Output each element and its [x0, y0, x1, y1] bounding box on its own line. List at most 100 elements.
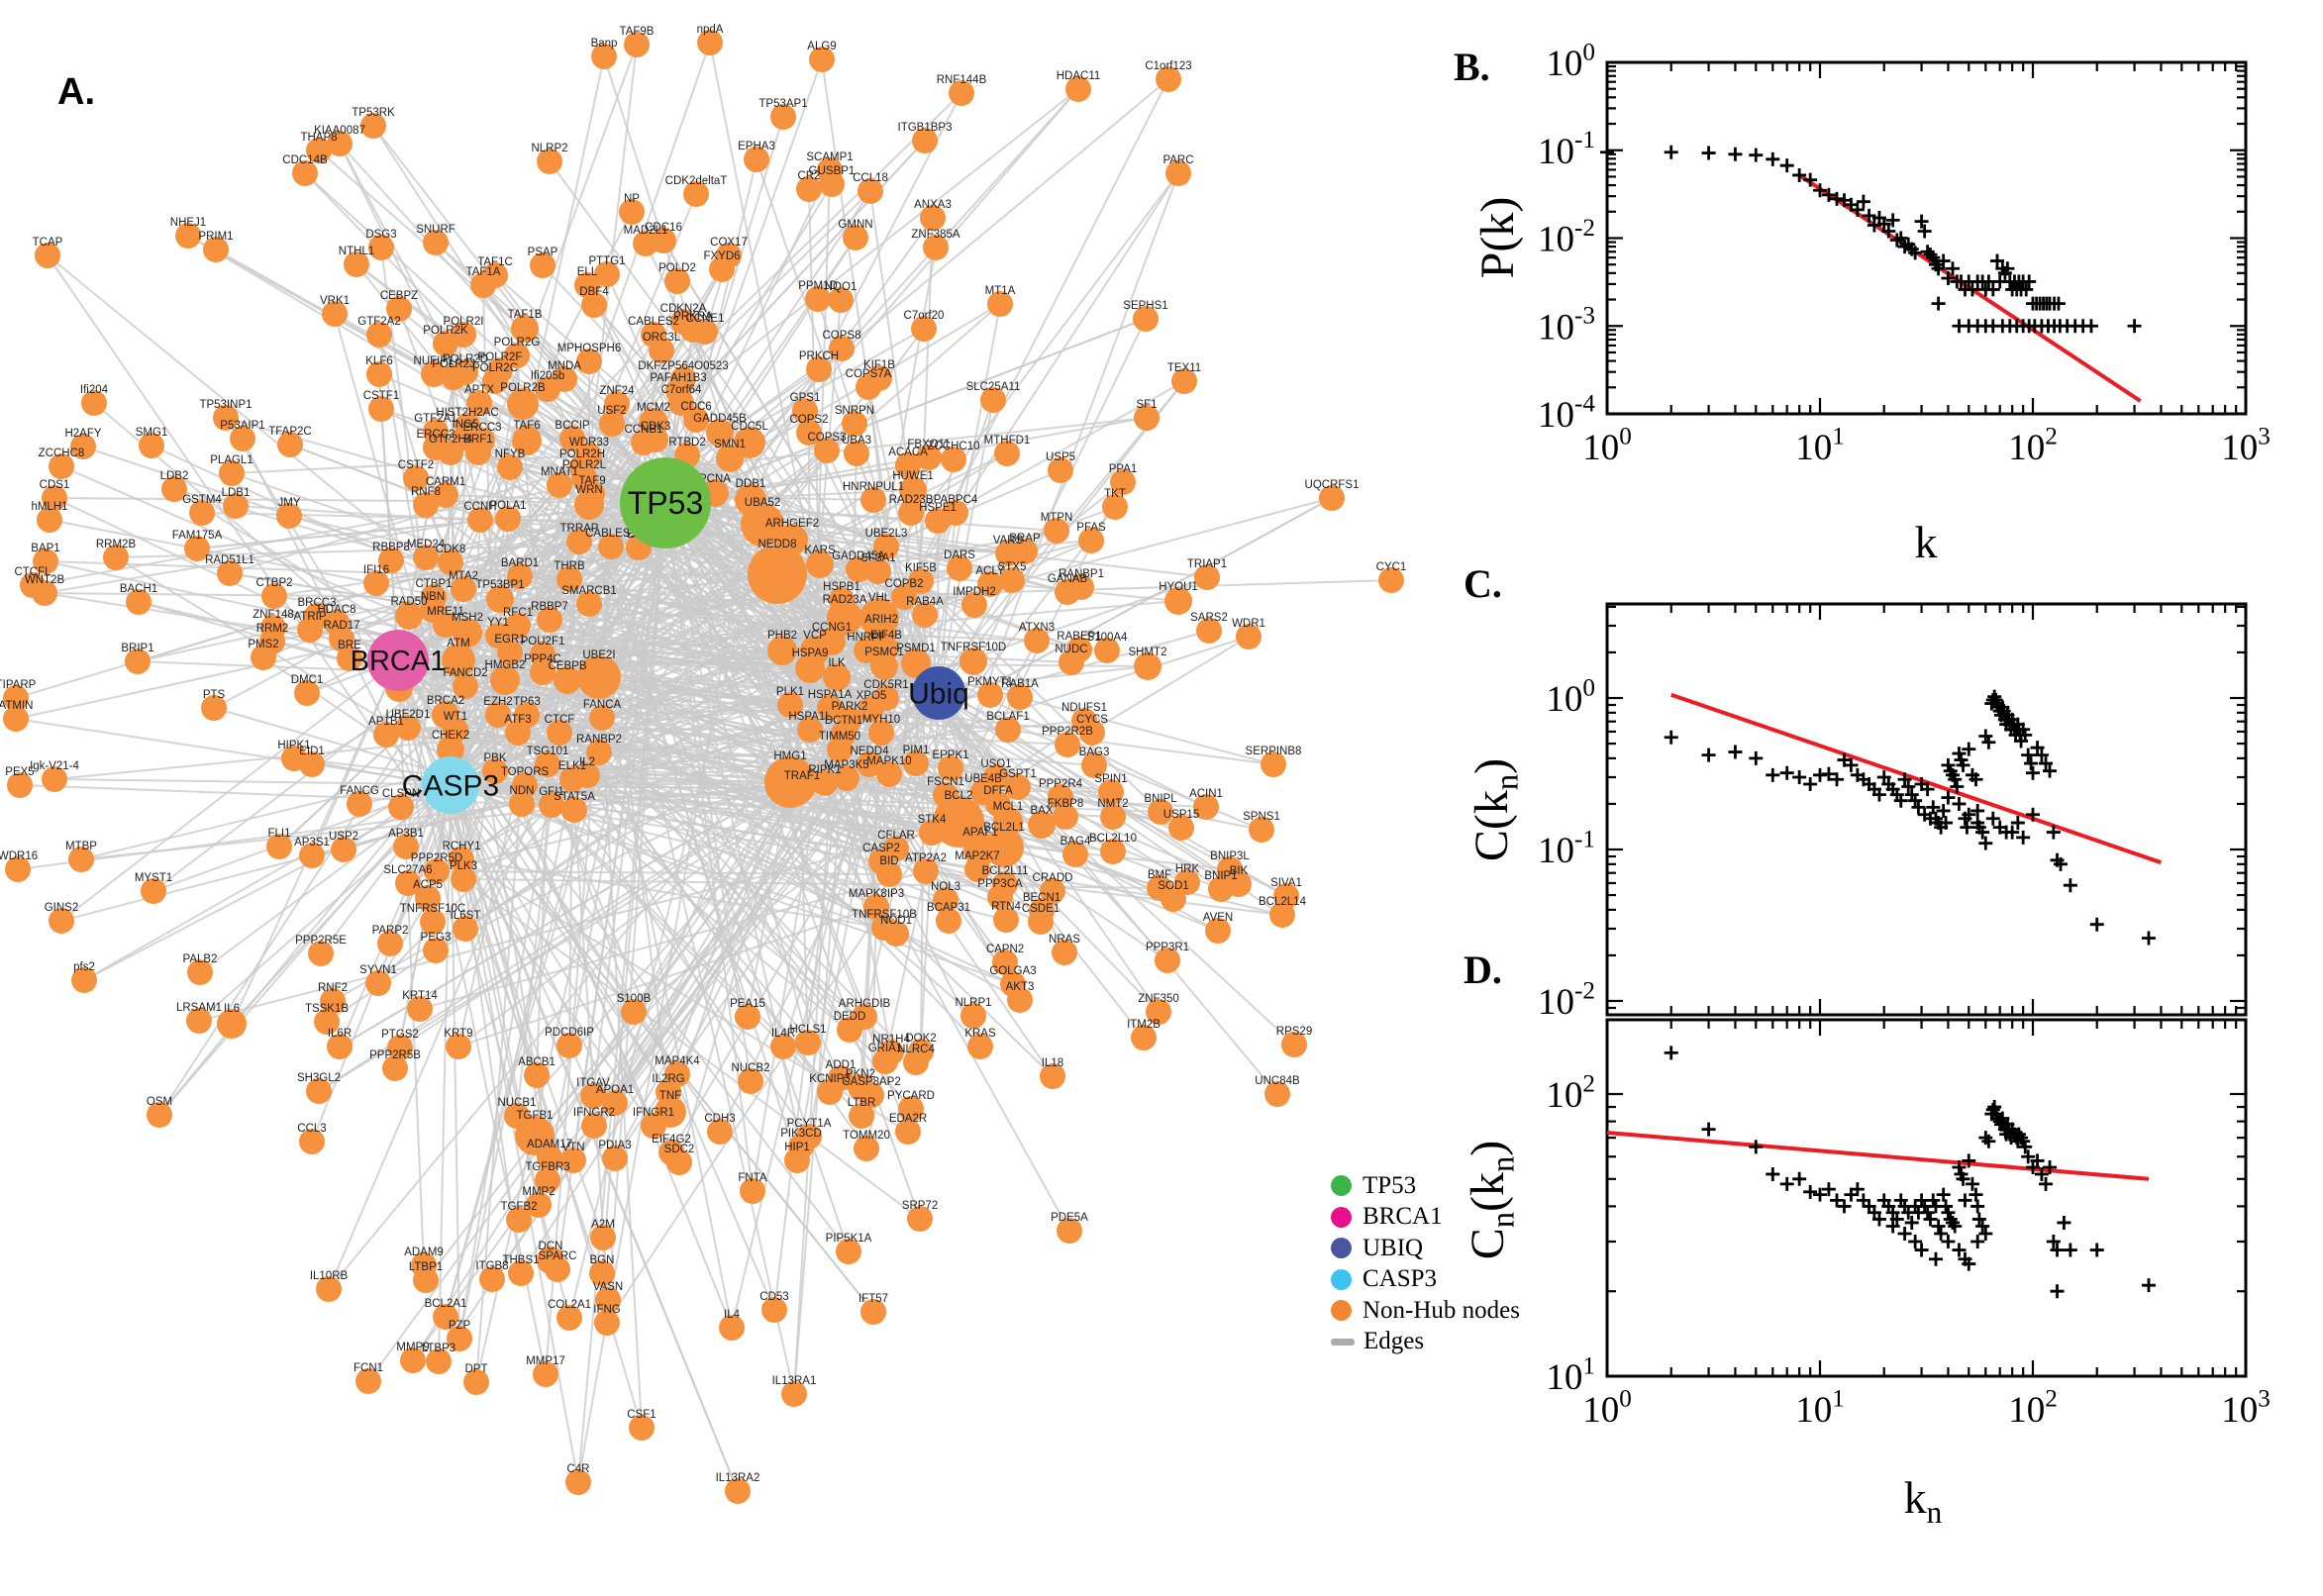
network-node[interactable] — [1131, 1025, 1157, 1050]
network-node[interactable] — [1057, 1218, 1082, 1244]
network-node[interactable] — [1236, 624, 1262, 649]
network-node[interactable] — [547, 720, 572, 746]
network-node[interactable] — [1171, 368, 1197, 394]
network-node[interactable] — [903, 750, 929, 776]
network-node[interactable] — [599, 411, 625, 437]
network-node[interactable] — [1062, 842, 1088, 867]
network-node[interactable] — [1156, 66, 1181, 92]
network-node[interactable] — [347, 791, 372, 817]
network-node[interactable] — [865, 558, 891, 584]
network-node[interactable] — [413, 1267, 439, 1293]
network-node[interactable] — [574, 490, 604, 520]
network-node[interactable] — [413, 492, 439, 518]
network-node[interactable] — [912, 602, 938, 628]
network-node[interactable] — [373, 722, 399, 748]
network-node[interactable] — [664, 268, 690, 294]
network-node[interactable] — [668, 390, 694, 416]
network-node[interactable] — [161, 476, 187, 502]
network-node[interactable] — [995, 717, 1021, 743]
network-node[interactable] — [967, 1034, 993, 1059]
network-node[interactable] — [836, 1239, 861, 1264]
network-node[interactable] — [604, 391, 630, 417]
network-node[interactable] — [697, 30, 723, 55]
network-node[interactable] — [707, 1119, 733, 1145]
network-node[interactable] — [377, 931, 403, 956]
network-node[interactable] — [559, 426, 585, 451]
network-node[interactable] — [386, 296, 412, 322]
network-node[interactable] — [817, 695, 843, 721]
network-node[interactable] — [666, 1149, 692, 1175]
network-node[interactable] — [908, 568, 934, 594]
network-node[interactable] — [506, 1207, 532, 1233]
network-node[interactable] — [433, 331, 458, 356]
network-node[interactable] — [870, 652, 898, 680]
network-node[interactable] — [395, 715, 421, 741]
network-node[interactable] — [744, 147, 769, 172]
network-node[interactable] — [320, 988, 346, 1014]
network-node[interactable] — [509, 791, 535, 817]
network-node[interactable] — [842, 411, 867, 437]
network-node[interactable] — [598, 534, 624, 559]
network-node[interactable] — [899, 476, 927, 504]
network-node[interactable] — [621, 999, 647, 1025]
network-node[interactable] — [467, 507, 493, 533]
network-node[interactable] — [126, 589, 152, 615]
network-node[interactable] — [873, 534, 899, 559]
network-node[interactable] — [388, 794, 414, 820]
network-node[interactable] — [485, 702, 511, 728]
network-node[interactable] — [449, 847, 474, 872]
network-node[interactable] — [368, 396, 394, 422]
network-node[interactable] — [1059, 649, 1084, 675]
network-node[interactable] — [479, 1266, 505, 1292]
network-node[interactable] — [556, 1305, 582, 1331]
network-node[interactable] — [856, 374, 881, 400]
network-node[interactable] — [508, 1260, 534, 1286]
network-node[interactable] — [706, 419, 734, 447]
network-node[interactable] — [624, 32, 650, 57]
network-node[interactable] — [1133, 306, 1159, 332]
network-node[interactable] — [433, 1304, 458, 1330]
network-node[interactable] — [395, 602, 423, 630]
network-node[interactable] — [577, 655, 621, 699]
network-node[interactable] — [876, 861, 902, 887]
network-node[interactable] — [1065, 76, 1091, 102]
network-node[interactable] — [643, 427, 668, 452]
network-node[interactable] — [817, 1079, 843, 1105]
network-node[interactable] — [505, 613, 531, 639]
network-node[interactable] — [1055, 732, 1080, 757]
network-node[interactable] — [1161, 886, 1186, 912]
network-node[interactable] — [716, 445, 744, 472]
network-node[interactable] — [470, 272, 496, 298]
network-node[interactable] — [465, 440, 491, 465]
network-node[interactable] — [936, 908, 961, 934]
network-node[interactable] — [602, 1146, 628, 1171]
network-node[interactable] — [781, 1381, 807, 1407]
network-node[interactable] — [68, 847, 94, 872]
network-node[interactable] — [916, 445, 942, 470]
network-node[interactable] — [413, 545, 439, 570]
network-node[interactable] — [911, 316, 937, 342]
network-node[interactable] — [1155, 948, 1180, 973]
network-node[interactable] — [507, 563, 533, 589]
network-node[interactable] — [574, 762, 600, 788]
network-node[interactable] — [184, 536, 210, 561]
network-node[interactable] — [329, 626, 354, 651]
network-node[interactable] — [858, 178, 883, 204]
network-node[interactable] — [589, 705, 615, 731]
network-node[interactable] — [1134, 652, 1162, 680]
network-node[interactable] — [490, 665, 520, 695]
network-node[interactable] — [692, 319, 718, 345]
network-node[interactable] — [719, 1315, 745, 1341]
network-node[interactable] — [1269, 902, 1295, 928]
network-node[interactable] — [1094, 638, 1120, 663]
network-node[interactable] — [1205, 918, 1231, 944]
network-node[interactable] — [576, 349, 602, 374]
network-node[interactable] — [1079, 720, 1105, 746]
network-node[interactable] — [770, 104, 796, 130]
network-node[interactable] — [355, 1368, 381, 1394]
network-node[interactable] — [1053, 804, 1078, 830]
network-node[interactable] — [590, 1225, 616, 1250]
network-node[interactable] — [438, 549, 463, 575]
network-node[interactable] — [1044, 518, 1069, 544]
network-node[interactable] — [337, 646, 362, 671]
